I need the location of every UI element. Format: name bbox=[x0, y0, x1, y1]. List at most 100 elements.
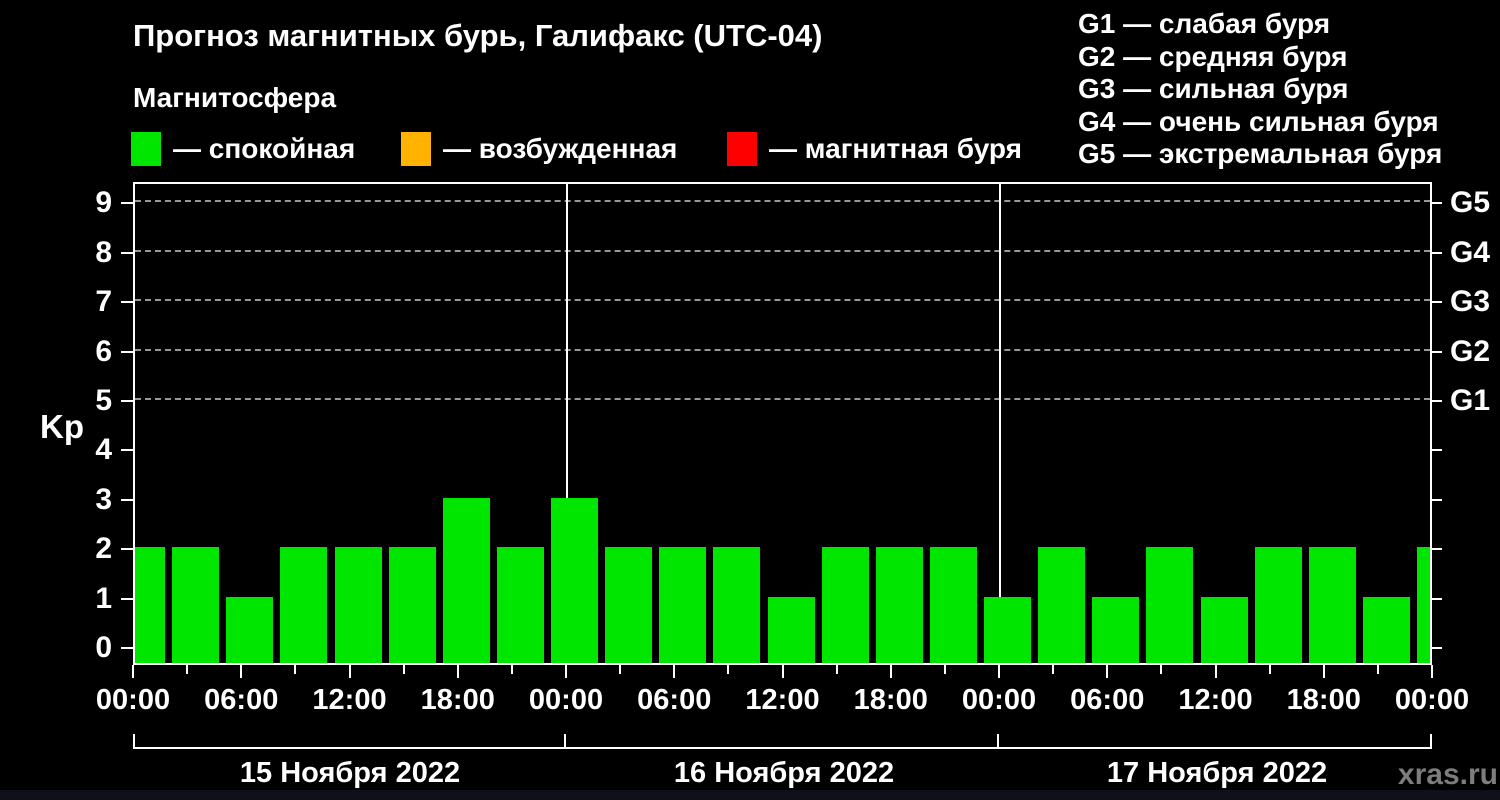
x-tick-label: 06:00 bbox=[1070, 684, 1145, 716]
kp-bar bbox=[1200, 596, 1248, 663]
x-tick-major bbox=[781, 665, 784, 678]
x-tick-minor bbox=[294, 665, 297, 674]
watermark-xras: xras.ru bbox=[1397, 758, 1498, 791]
x-tick-major bbox=[565, 665, 567, 678]
y-tick-right bbox=[1430, 647, 1442, 649]
kp-bar bbox=[1362, 596, 1410, 663]
kp-bar bbox=[551, 497, 598, 663]
kp-bar bbox=[605, 547, 653, 663]
g-legend-line: G2 — средняя буря bbox=[1078, 40, 1348, 72]
x-tick-minor bbox=[1376, 665, 1379, 674]
date-label-day2: 16 Ноября 2022 bbox=[673, 757, 895, 789]
kp-bar bbox=[172, 547, 220, 663]
kp-bar bbox=[713, 547, 761, 663]
kp-bar bbox=[135, 547, 165, 663]
x-tick-minor bbox=[1160, 665, 1163, 674]
subtitle-magnetosphere: Магнитосфера bbox=[133, 82, 337, 113]
x-tick-major bbox=[1214, 665, 1217, 678]
x-tick-label: 00:00 bbox=[95, 684, 171, 716]
x-tick-minor bbox=[619, 665, 622, 674]
date-label-day1: 15 Ноября 2022 bbox=[239, 757, 461, 789]
y-tick-right bbox=[1430, 498, 1442, 501]
y-tick bbox=[121, 449, 133, 452]
y-tick-right bbox=[1430, 202, 1442, 205]
x-tick-label: 12:00 bbox=[1178, 684, 1253, 716]
bracket-tick bbox=[1430, 734, 1432, 747]
g-scale-tick-label: G4 bbox=[1450, 235, 1491, 269]
g-legend-line: G3 — сильная буря bbox=[1078, 73, 1349, 104]
bracket-tick bbox=[133, 734, 135, 747]
y-tick-label: 2 bbox=[95, 532, 112, 566]
x-tick-major bbox=[1106, 665, 1109, 678]
kp-bar bbox=[1092, 596, 1140, 663]
date-bracket bbox=[133, 734, 1432, 749]
y-axis-label-kp: Kp bbox=[40, 408, 84, 445]
x-tick-minor bbox=[402, 665, 405, 674]
y-tick bbox=[121, 400, 133, 402]
y-tick-right bbox=[1430, 251, 1442, 254]
y-tick-right bbox=[1430, 449, 1442, 452]
y-tick-right bbox=[1430, 597, 1442, 600]
y-tick-label: 3 bbox=[95, 482, 112, 516]
excited-color-swatch bbox=[401, 132, 431, 166]
x-tick-label: 18:00 bbox=[853, 684, 928, 716]
page-title: Прогноз магнитных бурь, Галифакс (UTC-04… bbox=[133, 18, 823, 53]
x-tick-label: 00:00 bbox=[528, 684, 604, 716]
kp-bar bbox=[1417, 547, 1430, 663]
kp-bar bbox=[442, 497, 490, 663]
g-scale-tick-label: G3 bbox=[1450, 285, 1491, 319]
x-tick-major bbox=[673, 665, 676, 678]
g-legend-line: G4 — очень сильная буря bbox=[1078, 105, 1439, 137]
kp-bar bbox=[1308, 547, 1356, 663]
y-tick bbox=[121, 251, 133, 254]
y-tick bbox=[121, 350, 133, 353]
g-scale-tick-label: G1 bbox=[1450, 384, 1491, 417]
legend-label: — возбужденная bbox=[443, 133, 678, 164]
legend-item-storm: — магнитная буря bbox=[727, 132, 1022, 166]
y-tick-label: 6 bbox=[95, 334, 112, 368]
day-divider bbox=[999, 184, 1001, 663]
x-tick-major bbox=[240, 665, 243, 678]
legend-label: — магнитная буря bbox=[769, 133, 1022, 164]
g-legend-line: G5 — экстремальная буря bbox=[1078, 138, 1443, 169]
x-tick-major bbox=[889, 665, 892, 678]
bracket-tick bbox=[997, 734, 999, 747]
kp-bar bbox=[984, 596, 1031, 663]
y-tick-right bbox=[1430, 301, 1442, 304]
legend-item-quiet: — спокойная bbox=[131, 132, 355, 166]
kp-bar bbox=[280, 547, 328, 663]
y-tick bbox=[121, 597, 133, 600]
y-tick-right bbox=[1430, 350, 1442, 353]
x-tick-minor bbox=[1052, 665, 1055, 674]
y-tick-label: 4 bbox=[95, 433, 112, 467]
y-tick-right bbox=[1430, 548, 1442, 551]
date-label-day3: 17 Ноября 2022 bbox=[1106, 757, 1328, 789]
y-tick-label: 0 bbox=[95, 631, 112, 664]
day-divider bbox=[566, 184, 568, 663]
y-tick bbox=[121, 498, 133, 501]
bottom-strip bbox=[0, 790, 1500, 800]
x-tick-minor bbox=[835, 665, 838, 674]
x-tick-minor bbox=[1268, 665, 1271, 674]
x-tick-label: 18:00 bbox=[420, 684, 495, 716]
y-tick-label: 5 bbox=[95, 384, 112, 417]
y-tick-label: 8 bbox=[95, 235, 112, 269]
x-tick-label: 06:00 bbox=[637, 684, 712, 716]
kp-bar bbox=[929, 547, 977, 663]
x-tick-major bbox=[1322, 665, 1325, 678]
x-tick-label: 00:00 bbox=[961, 684, 1037, 716]
kp-bar bbox=[1254, 547, 1302, 663]
g-scale-tick-label: G2 bbox=[1450, 334, 1491, 368]
kp-bar bbox=[875, 547, 923, 663]
x-tick-label: 00:00 bbox=[1394, 684, 1470, 716]
y-tick bbox=[121, 301, 133, 304]
y-tick-label: 7 bbox=[95, 285, 112, 319]
y-tick bbox=[121, 647, 133, 649]
gridline-kp8 bbox=[135, 249, 1430, 252]
legend-label: — спокойная bbox=[173, 133, 356, 164]
gridline-kp9 bbox=[135, 200, 1430, 203]
legend-item-excited: — возбужденная bbox=[401, 132, 677, 166]
x-tick-minor bbox=[186, 665, 189, 674]
kp-bar bbox=[388, 547, 436, 663]
gridline-kp5 bbox=[135, 398, 1430, 400]
